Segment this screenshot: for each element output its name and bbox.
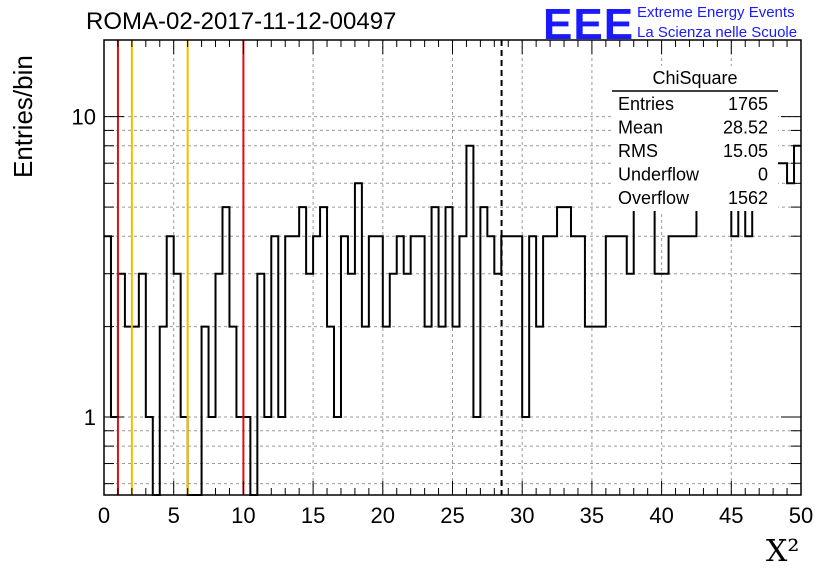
y-tick-label: 10 xyxy=(72,105,96,130)
y-axis-label: Entries/bin xyxy=(8,55,38,178)
stats-value: 15.05 xyxy=(723,141,768,161)
stats-label: Mean xyxy=(618,118,663,138)
stats-value: 1562 xyxy=(728,188,768,208)
x-tick-label: 15 xyxy=(301,503,325,528)
logo-subtitle-1: Extreme Energy Events xyxy=(637,4,795,21)
x-tick-label: 10 xyxy=(231,503,255,528)
x-tick-label: 45 xyxy=(719,503,743,528)
stats-name: ChiSquare xyxy=(652,68,737,88)
x-tick-label: 35 xyxy=(580,503,604,528)
x-tick-label: 40 xyxy=(649,503,673,528)
stats-label: RMS xyxy=(618,141,658,161)
x-tick-label: 0 xyxy=(98,503,110,528)
histogram-outline xyxy=(104,144,801,496)
stats-box xyxy=(612,66,778,211)
y-tick-label: 1 xyxy=(84,405,96,430)
eee-logo: EEE xyxy=(543,0,635,49)
x-tick-label: 50 xyxy=(789,503,813,528)
x-tick-label: 30 xyxy=(510,503,534,528)
logo-subtitle-2: La Scienza nelle Scuole xyxy=(637,24,798,41)
x-axis-label: X² xyxy=(766,534,800,569)
stats-label: Entries xyxy=(618,94,674,114)
stats-label: Underflow xyxy=(618,165,700,185)
x-tick-label: 25 xyxy=(440,503,464,528)
x-tick-label: 5 xyxy=(168,503,180,528)
stats-label: Overflow xyxy=(618,188,690,208)
stats-value: 0 xyxy=(758,165,768,185)
stats-value: 28.52 xyxy=(723,118,768,138)
x-tick-label: 20 xyxy=(371,503,395,528)
stats-value: 1765 xyxy=(728,94,768,114)
chart-title: ROMA-02-2017-11-12-00497 xyxy=(86,8,397,35)
